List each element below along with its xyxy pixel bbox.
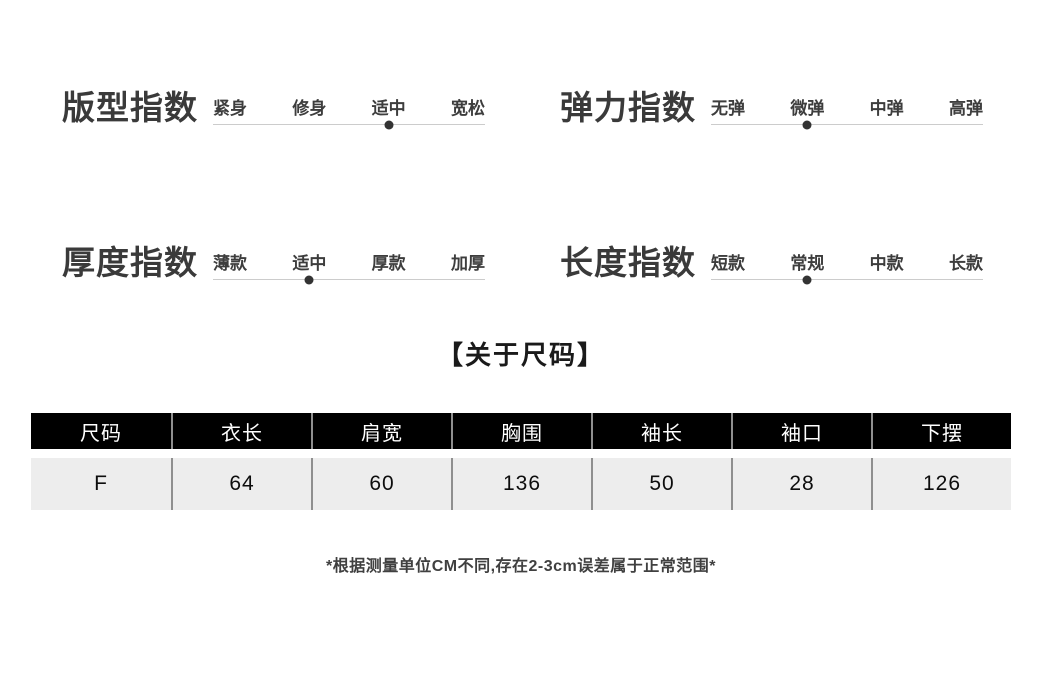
size-table-header-cell: 肩宽 xyxy=(311,413,451,449)
size-table-data-cell: 60 xyxy=(311,458,451,510)
size-table-data-row: F 64 60 136 50 28 126 xyxy=(31,458,1011,510)
length-scale: 短款 常规 中款 长款 xyxy=(711,240,983,286)
index-label-thickness: 厚度指数 xyxy=(62,244,198,281)
size-table-data-cell: 136 xyxy=(451,458,591,510)
index-block-length: 长度指数 短款 常规 中款 长款 xyxy=(560,240,983,286)
index-block-elasticity: 弹力指数 无弹 微弹 中弹 高弹 xyxy=(560,85,983,131)
fit-scale-options: 紧身 修身 适中 宽松 xyxy=(213,99,485,119)
size-table-header-cell: 衣长 xyxy=(171,413,311,449)
scale-option: 薄款 xyxy=(213,254,247,273)
size-table-data-cell: F xyxy=(94,472,108,495)
measurement-disclaimer-note: *根据测量单位CM不同,存在2-3cm误差属于正常范围* xyxy=(325,558,717,575)
scale-option: 加厚 xyxy=(450,254,485,273)
elasticity-scale-options: 无弹 微弹 中弹 高弹 xyxy=(711,99,983,119)
fit-scale: 紧身 修身 适中 宽松 xyxy=(213,85,485,131)
size-table-header-cell: 袖口 xyxy=(731,413,871,449)
scale-option: 短款 xyxy=(711,254,745,273)
scale-option: 中款 xyxy=(869,254,904,273)
scale-marker-dot xyxy=(384,120,394,129)
scale-option: 厚款 xyxy=(371,254,406,273)
scale-option: 高弹 xyxy=(948,99,983,118)
index-block-thickness: 厚度指数 薄款 适中 厚款 加厚 xyxy=(62,240,485,286)
index-label-elasticity: 弹力指数 xyxy=(560,89,696,126)
size-section-title: 【关于尺码】 xyxy=(436,340,605,370)
index-label-length: 长度指数 xyxy=(560,244,696,281)
scale-marker-dot xyxy=(802,275,812,284)
scale-option: 宽松 xyxy=(450,99,485,118)
size-table-data-cell: 64 xyxy=(171,458,311,510)
size-table-header-row: 尺码 衣长 肩宽 胸围 袖长 袖口 下摆 xyxy=(31,413,1011,449)
scale-option: 无弹 xyxy=(711,99,745,118)
thickness-scale-options: 薄款 适中 厚款 加厚 xyxy=(213,254,485,274)
index-block-fit: 版型指数 紧身 修身 适中 宽松 xyxy=(62,85,485,131)
index-label-fit: 版型指数 xyxy=(62,89,198,126)
scale-option: 适中 xyxy=(292,254,327,273)
length-scale-options: 短款 常规 中款 长款 xyxy=(711,254,983,274)
scale-marker-dot xyxy=(304,275,314,284)
scale-option: 修身 xyxy=(292,99,327,118)
elasticity-scale: 无弹 微弹 中弹 高弹 xyxy=(711,85,983,131)
scale-option: 常规 xyxy=(790,254,825,273)
size-table-data-cell: 28 xyxy=(731,458,871,510)
scale-track xyxy=(711,120,983,129)
scale-track xyxy=(711,275,983,284)
scale-option: 中弹 xyxy=(869,99,904,118)
scale-track xyxy=(213,120,485,129)
size-table-header-cell: 胸围 xyxy=(451,413,591,449)
size-table-data-cell: 50 xyxy=(591,458,731,510)
size-table-header-cell: 尺码 xyxy=(80,422,122,445)
size-table-header-cell: 下摆 xyxy=(871,413,1011,449)
size-table: 尺码 衣长 肩宽 胸围 袖长 袖口 下摆 F 64 60 136 50 28 1… xyxy=(31,413,1011,510)
scale-marker-dot xyxy=(802,120,812,129)
scale-track xyxy=(213,275,485,284)
size-table-data-cell: 126 xyxy=(871,458,1011,510)
scale-option: 紧身 xyxy=(213,99,247,118)
scale-option: 长款 xyxy=(948,254,983,273)
scale-option: 微弹 xyxy=(790,99,825,118)
thickness-scale: 薄款 适中 厚款 加厚 xyxy=(213,240,485,286)
product-index-section: 版型指数 紧身 修身 适中 宽松 弹力指数 无弹 微弹 中弹 xyxy=(62,85,1042,286)
scale-option: 适中 xyxy=(371,99,406,118)
product-size-info-page: 版型指数 紧身 修身 适中 宽松 弹力指数 无弹 微弹 中弹 xyxy=(0,85,1042,677)
size-table-header-cell: 袖长 xyxy=(591,413,731,449)
